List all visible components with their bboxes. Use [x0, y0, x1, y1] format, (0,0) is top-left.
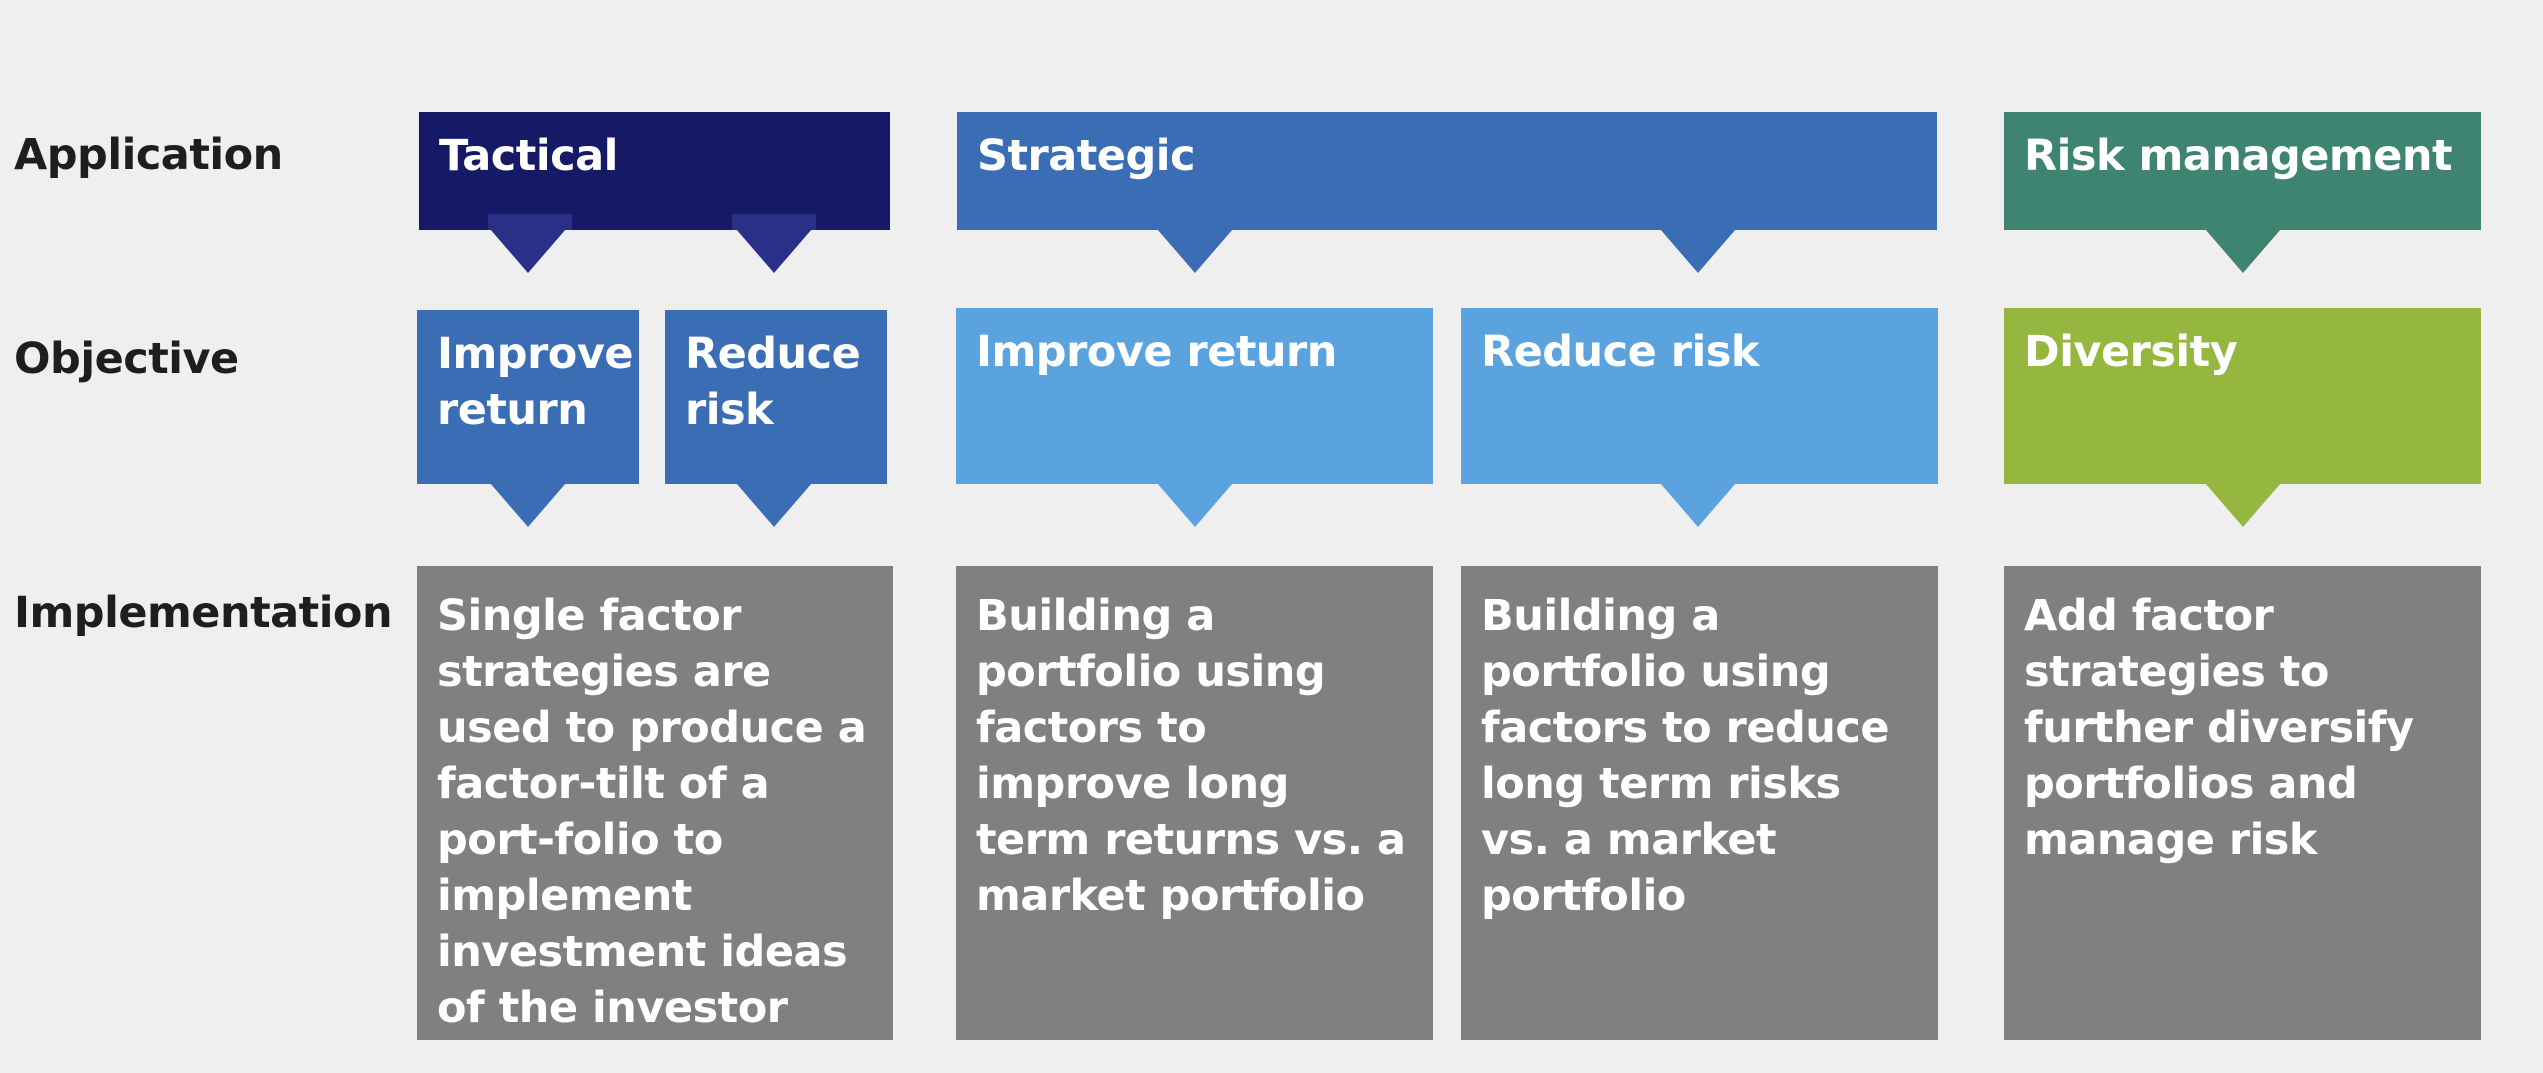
- implementation-box-tactical: Single factor strategies are used to pro…: [417, 566, 893, 1040]
- application-box-strategic: Strategic: [957, 112, 1937, 230]
- objective-label: Diversity: [2024, 327, 2238, 377]
- arrow-improve-to-implementation: [490, 483, 566, 527]
- arrow-diversity-to-implementation: [2205, 483, 2281, 527]
- application-label-tactical: Tactical: [439, 131, 618, 181]
- application-box-risk-management: Risk management: [2004, 112, 2481, 230]
- objective-box-strategic-reduce-risk: Reduce risk: [1461, 308, 1938, 484]
- objective-label: Reduce risk: [1481, 327, 1759, 377]
- implementation-text: Building a portfolio using factors to re…: [1481, 591, 1890, 921]
- implementation-box-strategic-risk: Building a portfolio using factors to re…: [1461, 566, 1938, 1040]
- application-label-strategic: Strategic: [977, 131, 1195, 181]
- arrow-strategic-to-reduce: [1660, 229, 1736, 273]
- arrow-strategic-improve-to-implementation: [1157, 483, 1233, 527]
- tactical-notch-right: [732, 214, 816, 230]
- objective-box-strategic-improve-return: Improve return: [956, 308, 1433, 484]
- row-label-implementation: Implementation: [14, 588, 393, 638]
- arrow-strategic-reduce-to-implementation: [1660, 483, 1736, 527]
- objective-box-tactical-reduce-risk: Reduce risk: [665, 310, 887, 484]
- implementation-text: Add factor strategies to further diversi…: [2024, 591, 2414, 865]
- arrow-reduce-to-implementation: [736, 483, 812, 527]
- arrow-tactical-to-reduce: [736, 229, 812, 273]
- arrow-tactical-to-improve: [490, 229, 566, 273]
- objective-label: Reduce risk: [685, 329, 861, 435]
- row-label-objective: Objective: [14, 334, 239, 384]
- objective-box-tactical-improve-return: Improve return: [417, 310, 639, 484]
- implementation-box-risk-management: Add factor strategies to further diversi…: [2004, 566, 2481, 1040]
- arrow-risk-to-diversity: [2205, 229, 2281, 273]
- implementation-text: Building a portfolio using factors to im…: [976, 591, 1406, 921]
- row-label-application: Application: [14, 130, 283, 180]
- application-label-risk-management: Risk management: [2024, 131, 2453, 181]
- arrow-strategic-to-improve: [1157, 229, 1233, 273]
- implementation-box-strategic-return: Building a portfolio using factors to im…: [956, 566, 1433, 1040]
- implementation-text: Single factor strategies are used to pro…: [437, 591, 867, 1033]
- tactical-notch-left: [488, 214, 572, 230]
- objective-label: Improve return: [437, 329, 634, 435]
- application-box-tactical: Tactical: [419, 112, 890, 230]
- objective-box-diversity: Diversity: [2004, 308, 2481, 484]
- objective-label: Improve return: [976, 327, 1337, 377]
